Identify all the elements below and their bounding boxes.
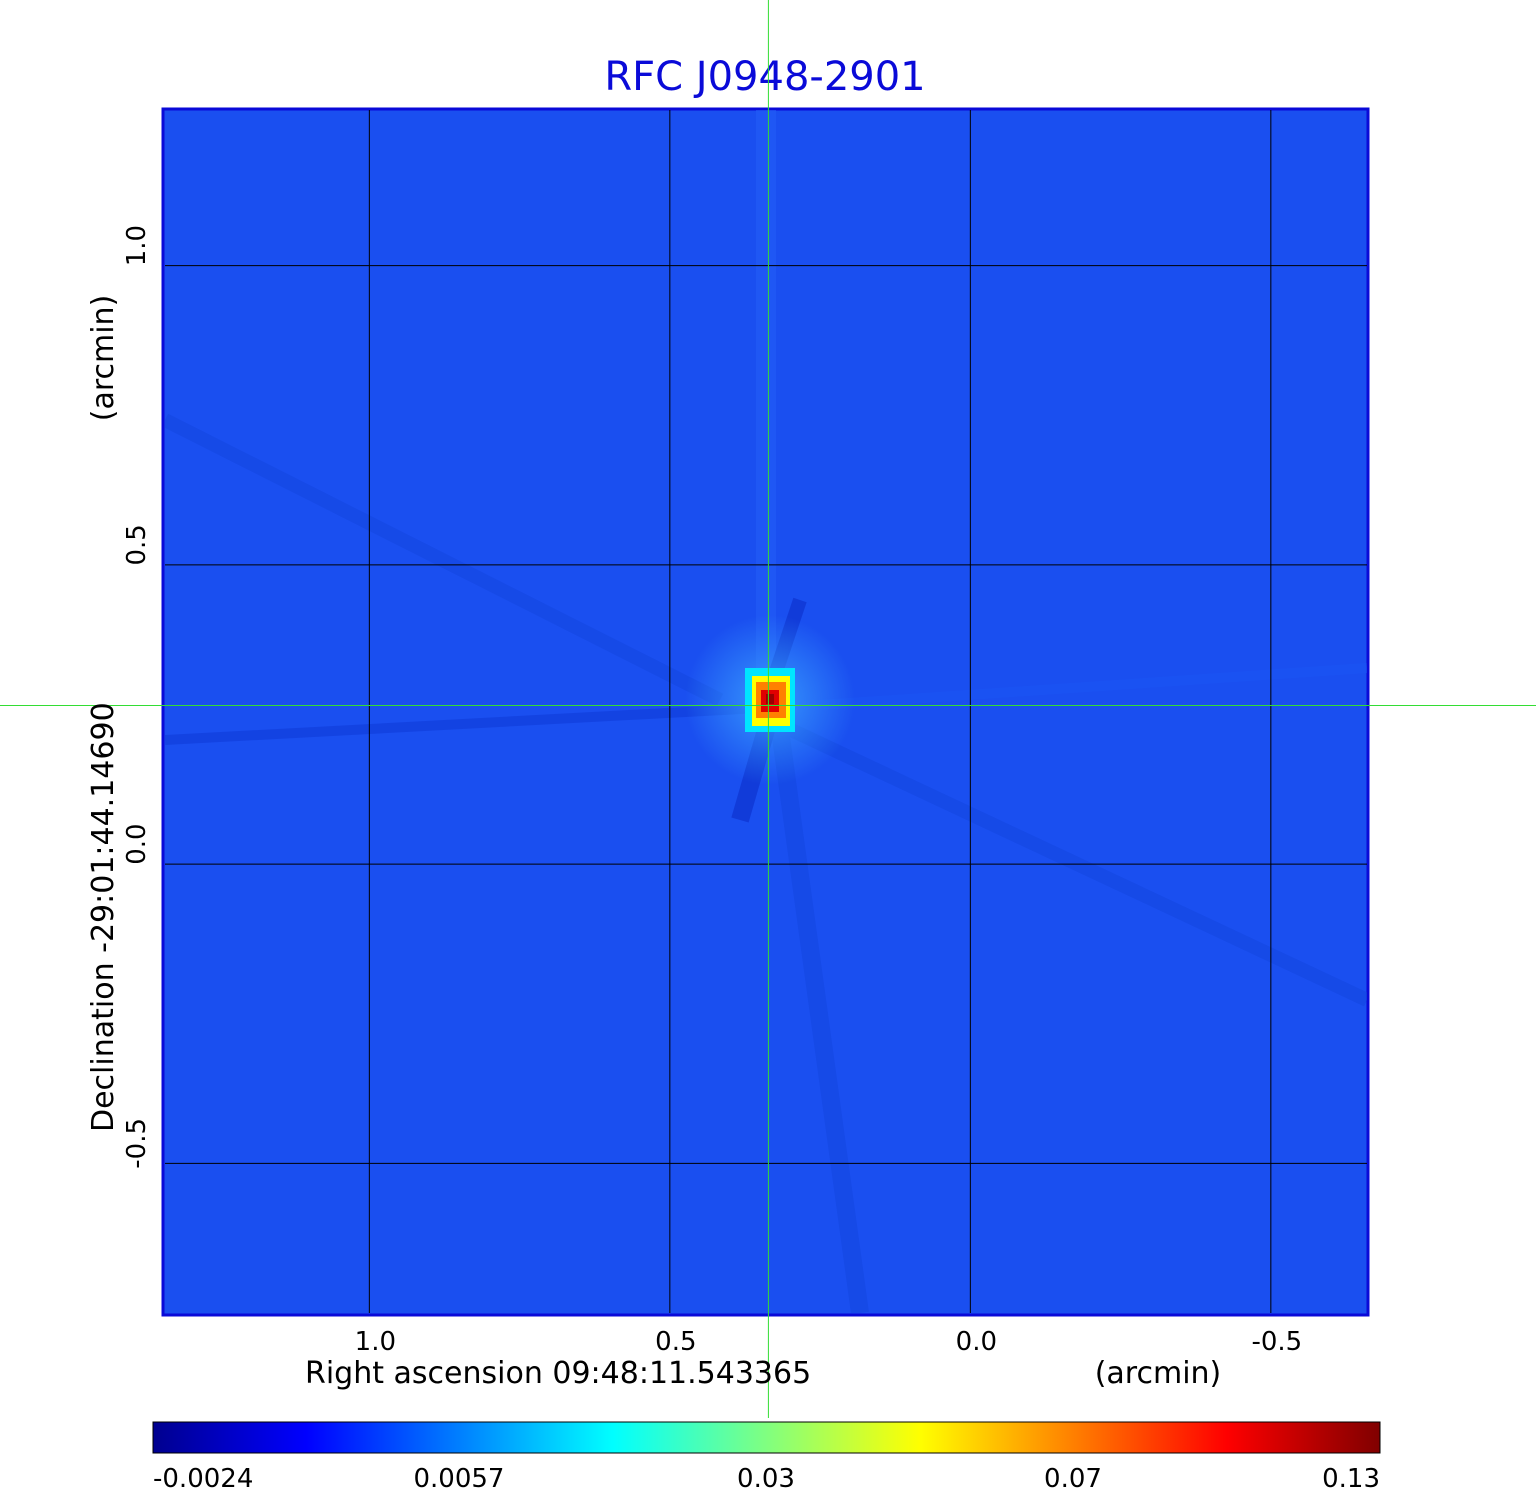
x-tick-label: -0.5 xyxy=(1251,1327,1302,1357)
colorbar-tick-label: 0.0057 xyxy=(414,1464,505,1494)
y-tick-label: -0.5 xyxy=(122,1118,152,1169)
x-tick-labels: 1.0 0.5 0.0 -0.5 xyxy=(355,1327,1303,1357)
x-axis-label: Right ascension 09:48:11.543365 xyxy=(305,1356,811,1391)
y-axis-unit: (arcmin) xyxy=(86,295,121,422)
y-tick-labels: 1.0 0.5 0.0 -0.5 xyxy=(122,225,152,1169)
x-axis-unit: (arcmin) xyxy=(1095,1356,1222,1391)
grid-lines xyxy=(165,110,1367,1313)
colorbar-tick-labels: -0.0024 0.0057 0.03 0.07 0.13 xyxy=(153,1464,1380,1494)
colorbar-tick-label: -0.0024 xyxy=(153,1464,253,1494)
colorbar-tick-label: 0.13 xyxy=(1322,1464,1380,1494)
y-tick-label: 0.5 xyxy=(122,524,152,565)
x-tick-label: 0.0 xyxy=(956,1327,997,1357)
y-axis-label: Declination -29:01:44.14690 xyxy=(86,702,121,1132)
chart-title: RFC J0948-2901 xyxy=(604,54,925,100)
crosshair xyxy=(0,0,1536,1418)
source-blob xyxy=(685,615,855,785)
colorbar-tick-label: 0.07 xyxy=(1044,1464,1102,1494)
colorbar xyxy=(152,1421,1381,1454)
x-tick-label: 1.0 xyxy=(355,1327,396,1357)
y-tick-label: 0.0 xyxy=(122,823,152,864)
colorbar-tick-label: 0.03 xyxy=(737,1464,795,1494)
x-tick-label: 0.5 xyxy=(655,1327,696,1357)
y-tick-label: 1.0 xyxy=(122,225,152,266)
